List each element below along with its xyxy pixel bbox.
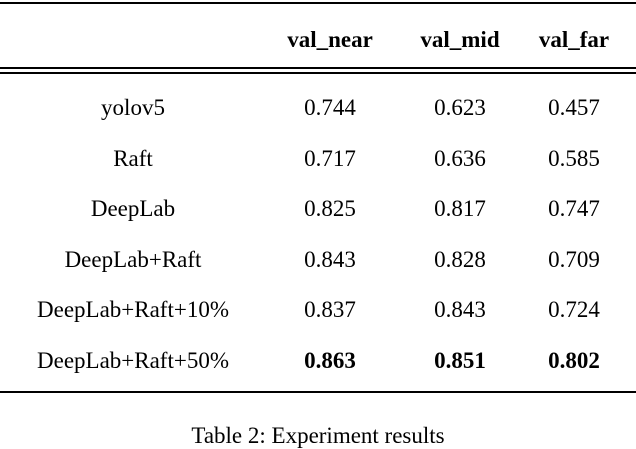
table-cell: 0.585 bbox=[548, 145, 600, 171]
table-cell: 0.636 bbox=[434, 145, 486, 171]
table-cell: 0.843 bbox=[304, 246, 356, 272]
table-cell: 0.623 bbox=[434, 95, 486, 120]
table-cell: 0.837 bbox=[304, 297, 356, 323]
top-rule bbox=[0, 2, 636, 4]
table-cell: 0.863 bbox=[304, 348, 356, 373]
table-cell: 0.717 bbox=[304, 145, 356, 171]
table-cell: 0.802 bbox=[548, 348, 600, 373]
row-label: DeepLab bbox=[90, 196, 176, 222]
header-rule bbox=[0, 67, 636, 69]
table-cell: 0.828 bbox=[434, 246, 486, 272]
table-cell: 0.817 bbox=[434, 196, 486, 222]
table-cell: 0.457 bbox=[548, 95, 600, 120]
row-label: yolov5 bbox=[101, 95, 165, 120]
table-cell: 0.747 bbox=[548, 196, 600, 222]
row-label: DeepLab+Raft bbox=[64, 246, 202, 272]
caption: Table 2: Experiment results bbox=[191, 423, 445, 448]
bottom-rule bbox=[0, 391, 636, 393]
table-cell: 0.744 bbox=[304, 95, 356, 120]
column-header: val_mid bbox=[420, 27, 500, 52]
column-header: val_near bbox=[287, 27, 373, 52]
table-cell: 0.709 bbox=[548, 246, 600, 272]
table-cell: 0.843 bbox=[434, 297, 486, 323]
table-cell: 0.825 bbox=[304, 196, 356, 222]
row-label: DeepLab+Raft+10% bbox=[37, 297, 229, 323]
table-cell: 0.724 bbox=[548, 297, 600, 323]
table-cell: 0.851 bbox=[434, 348, 486, 373]
column-header: val_far bbox=[538, 27, 610, 52]
header-rule bbox=[0, 72, 636, 74]
row-label: Raft bbox=[113, 145, 153, 171]
row-label: DeepLab+Raft+50% bbox=[37, 348, 229, 373]
